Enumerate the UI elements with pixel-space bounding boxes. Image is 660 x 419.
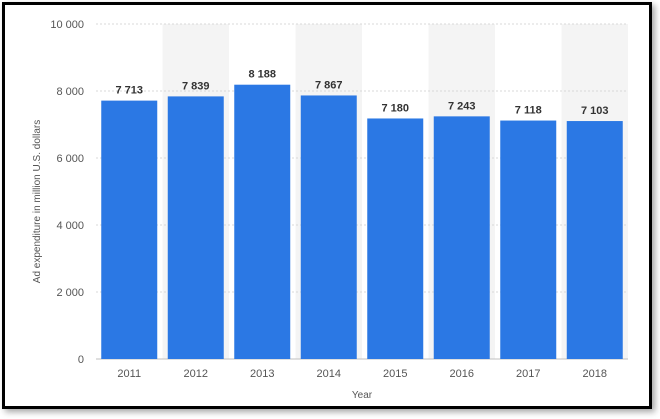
x-tick-label: 2015 — [383, 368, 407, 380]
x-tick-label: 2014 — [317, 368, 341, 380]
x-tick-label: 2017 — [516, 368, 540, 380]
bar-2016 — [433, 116, 490, 359]
data-label: 7 839 — [182, 80, 210, 92]
y-tick-label: 8 000 — [56, 86, 84, 98]
bar-2012 — [167, 96, 224, 360]
y-tick-label: 6 000 — [56, 153, 84, 165]
x-axis-title: Year — [352, 390, 373, 401]
y-axis-title: Ad expenditure in million U.S. dollars — [32, 120, 43, 283]
x-tick-label: 2011 — [117, 368, 141, 380]
data-label: 7 103 — [581, 105, 609, 117]
y-tick-label: 10 000 — [50, 19, 84, 31]
x-tick-label: 2018 — [583, 368, 607, 380]
x-tick-label: 2012 — [184, 368, 208, 380]
bar-2017 — [500, 120, 557, 359]
bar-2014 — [300, 95, 357, 359]
data-label: 7 180 — [381, 102, 409, 114]
data-label: 8 188 — [248, 69, 276, 81]
x-tick-label: 2013 — [250, 368, 274, 380]
x-tick-label: 2016 — [450, 368, 474, 380]
y-tick-label: 2 000 — [56, 287, 84, 299]
y-tick-label: 0 — [78, 354, 84, 366]
data-label: 7 243 — [448, 100, 476, 112]
bar-2018 — [566, 121, 623, 359]
y-tick-label: 4 000 — [56, 220, 84, 232]
bar-2011 — [101, 100, 158, 359]
data-label: 7 867 — [315, 79, 343, 91]
data-label: 7 118 — [515, 105, 542, 117]
bar-2015 — [367, 118, 424, 359]
data-label: 7 713 — [115, 85, 143, 97]
bar-2013 — [234, 84, 291, 360]
